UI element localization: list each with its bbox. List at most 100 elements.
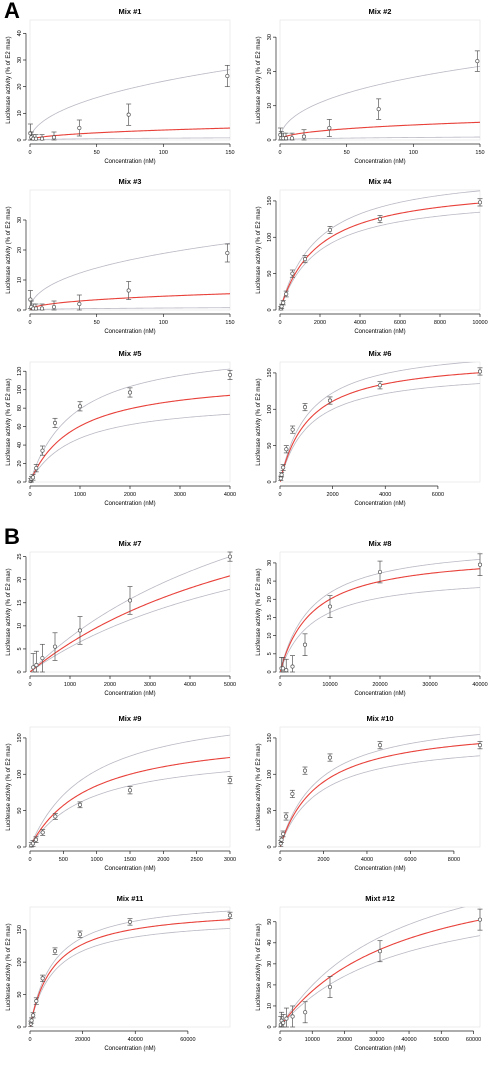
- chart-9: Mix #9 0 500 1000 1500 2000 2500 3000 0 50 100 150 C…: [6, 714, 236, 872]
- data-point: [302, 642, 308, 647]
- y-tick-label: 20: [267, 68, 273, 74]
- y-tick-label: 15: [267, 614, 273, 620]
- chart-6: Mix #6 0 2000 4000 6000 0 50 100 150 Concentratio…: [256, 349, 483, 507]
- x-tick-label: 2000: [157, 857, 169, 863]
- y-tick-label: 50: [267, 919, 273, 925]
- y-tick-label: 40: [17, 30, 23, 36]
- data-point: [34, 466, 39, 471]
- y-axis-label: Luciferase activity (% of E2 max): [6, 206, 12, 293]
- data-point: [327, 398, 333, 403]
- fit-curve: [280, 121, 480, 140]
- x-tick-label: 2000: [314, 320, 326, 326]
- y-axis-label: Luciferase activity (% of E2 max): [6, 743, 12, 830]
- x-tick-label: 50: [94, 150, 100, 156]
- ci-upper-curve: [30, 734, 230, 847]
- data-point: [377, 743, 383, 748]
- x-tick-label: 20000: [372, 682, 387, 688]
- x-tick-label: 2000: [104, 682, 116, 688]
- ci-lower-curve: [280, 136, 480, 140]
- data-point: [284, 1016, 289, 1021]
- panel-letter-b: B: [4, 524, 20, 549]
- x-axis-label: Concentration (nM): [354, 866, 405, 872]
- data-point: [31, 665, 36, 670]
- data-point: [40, 656, 45, 661]
- data-point: [40, 448, 45, 453]
- x-axis-label: Concentration (nM): [104, 1046, 155, 1052]
- data-point: [40, 976, 45, 981]
- chart-10: Mix #10 0 2000 4000 6000 8000 0 50 100 150 Concent…: [256, 714, 483, 872]
- fit-curve: [280, 568, 480, 672]
- chart-1: Mix #1 0 50 100 150 0 10 20 30 40 Concentration (n…: [6, 7, 235, 165]
- data-point: [280, 666, 286, 671]
- data-point: [477, 917, 483, 922]
- y-axis-label: Luciferase activity (% of E2 max): [256, 206, 262, 293]
- x-tick-label: 5000: [224, 682, 236, 688]
- x-tick-label: 0: [28, 320, 31, 326]
- data-point: [34, 999, 39, 1004]
- y-tick-label: 120: [17, 367, 23, 376]
- y-tick-label: 100: [17, 958, 23, 967]
- ci-upper-curve: [30, 910, 230, 1027]
- fit-curve: [30, 919, 230, 1027]
- data-point: [302, 768, 308, 773]
- x-tick-label: 1000: [91, 857, 103, 863]
- data-point: [303, 1010, 308, 1015]
- x-tick-label: 40000: [128, 1037, 143, 1043]
- data-point: [290, 791, 295, 796]
- data-point: [227, 778, 233, 783]
- data-point: [477, 200, 483, 205]
- data-point: [53, 814, 58, 819]
- y-tick-label: 150: [17, 925, 23, 934]
- data-point: [477, 369, 483, 374]
- data-point: [283, 136, 289, 141]
- data-point: [77, 628, 83, 633]
- data-point: [51, 304, 57, 310]
- chart-title: Mix #1: [119, 7, 142, 16]
- y-tick-label: 10: [267, 633, 273, 639]
- ci-upper-curve: [30, 242, 230, 310]
- x-axis-label: Concentration (nM): [104, 866, 155, 872]
- x-tick-label: 60000: [180, 1037, 195, 1043]
- x-tick-label: 2000: [327, 492, 339, 498]
- y-tick-label: 25: [267, 578, 273, 584]
- data-point: [52, 949, 58, 954]
- ci-lower-curve: [30, 771, 230, 847]
- x-tick-label: 10000: [322, 682, 337, 688]
- y-axis-label: Luciferase activity (% of E2 max): [6, 378, 12, 465]
- plot-area: [279, 361, 481, 483]
- data-point: [29, 1018, 34, 1023]
- y-tick-label: 50: [267, 443, 273, 449]
- data-point: [227, 554, 233, 559]
- y-tick-label: 100: [267, 770, 273, 779]
- y-tick-label: 10: [17, 110, 23, 116]
- x-tick-label: 4000: [354, 320, 366, 326]
- data-point: [377, 383, 383, 388]
- chart-title: Mix #11: [117, 894, 144, 903]
- data-point: [327, 125, 332, 131]
- x-tick-label: 3000: [144, 682, 156, 688]
- x-tick-label: 3000: [174, 492, 186, 498]
- x-tick-label: 0: [278, 682, 281, 688]
- data-point: [280, 831, 286, 836]
- data-point: [290, 427, 295, 432]
- chart-3: Mix #3 0 50 100 150 0 10 20 30 Concentration (nM)…: [6, 177, 235, 335]
- x-tick-label: 50000: [434, 1037, 449, 1043]
- x-tick-label: 0: [278, 1037, 281, 1043]
- y-axis-label: Luciferase activity (% of E2 max): [256, 568, 262, 655]
- chart-title: Mix #7: [119, 539, 142, 548]
- y-tick-label: 40: [17, 442, 23, 448]
- y-axis-label: Luciferase activity (% of E2 max): [6, 36, 12, 123]
- fit-curve: [280, 743, 480, 847]
- data-point: [302, 405, 308, 410]
- data-point: [39, 136, 45, 141]
- x-tick-label: 6000: [432, 492, 444, 498]
- plot-area: [279, 906, 481, 1028]
- ci-lower-curve: [280, 383, 480, 482]
- data-point: [327, 227, 333, 233]
- data-point: [376, 107, 381, 112]
- y-tick-label: 30: [17, 57, 23, 63]
- ci-upper-curve: [280, 734, 480, 847]
- x-tick-label: 30000: [422, 682, 437, 688]
- plot-area: [279, 189, 481, 311]
- x-axis-label: Concentration (nM): [104, 691, 155, 697]
